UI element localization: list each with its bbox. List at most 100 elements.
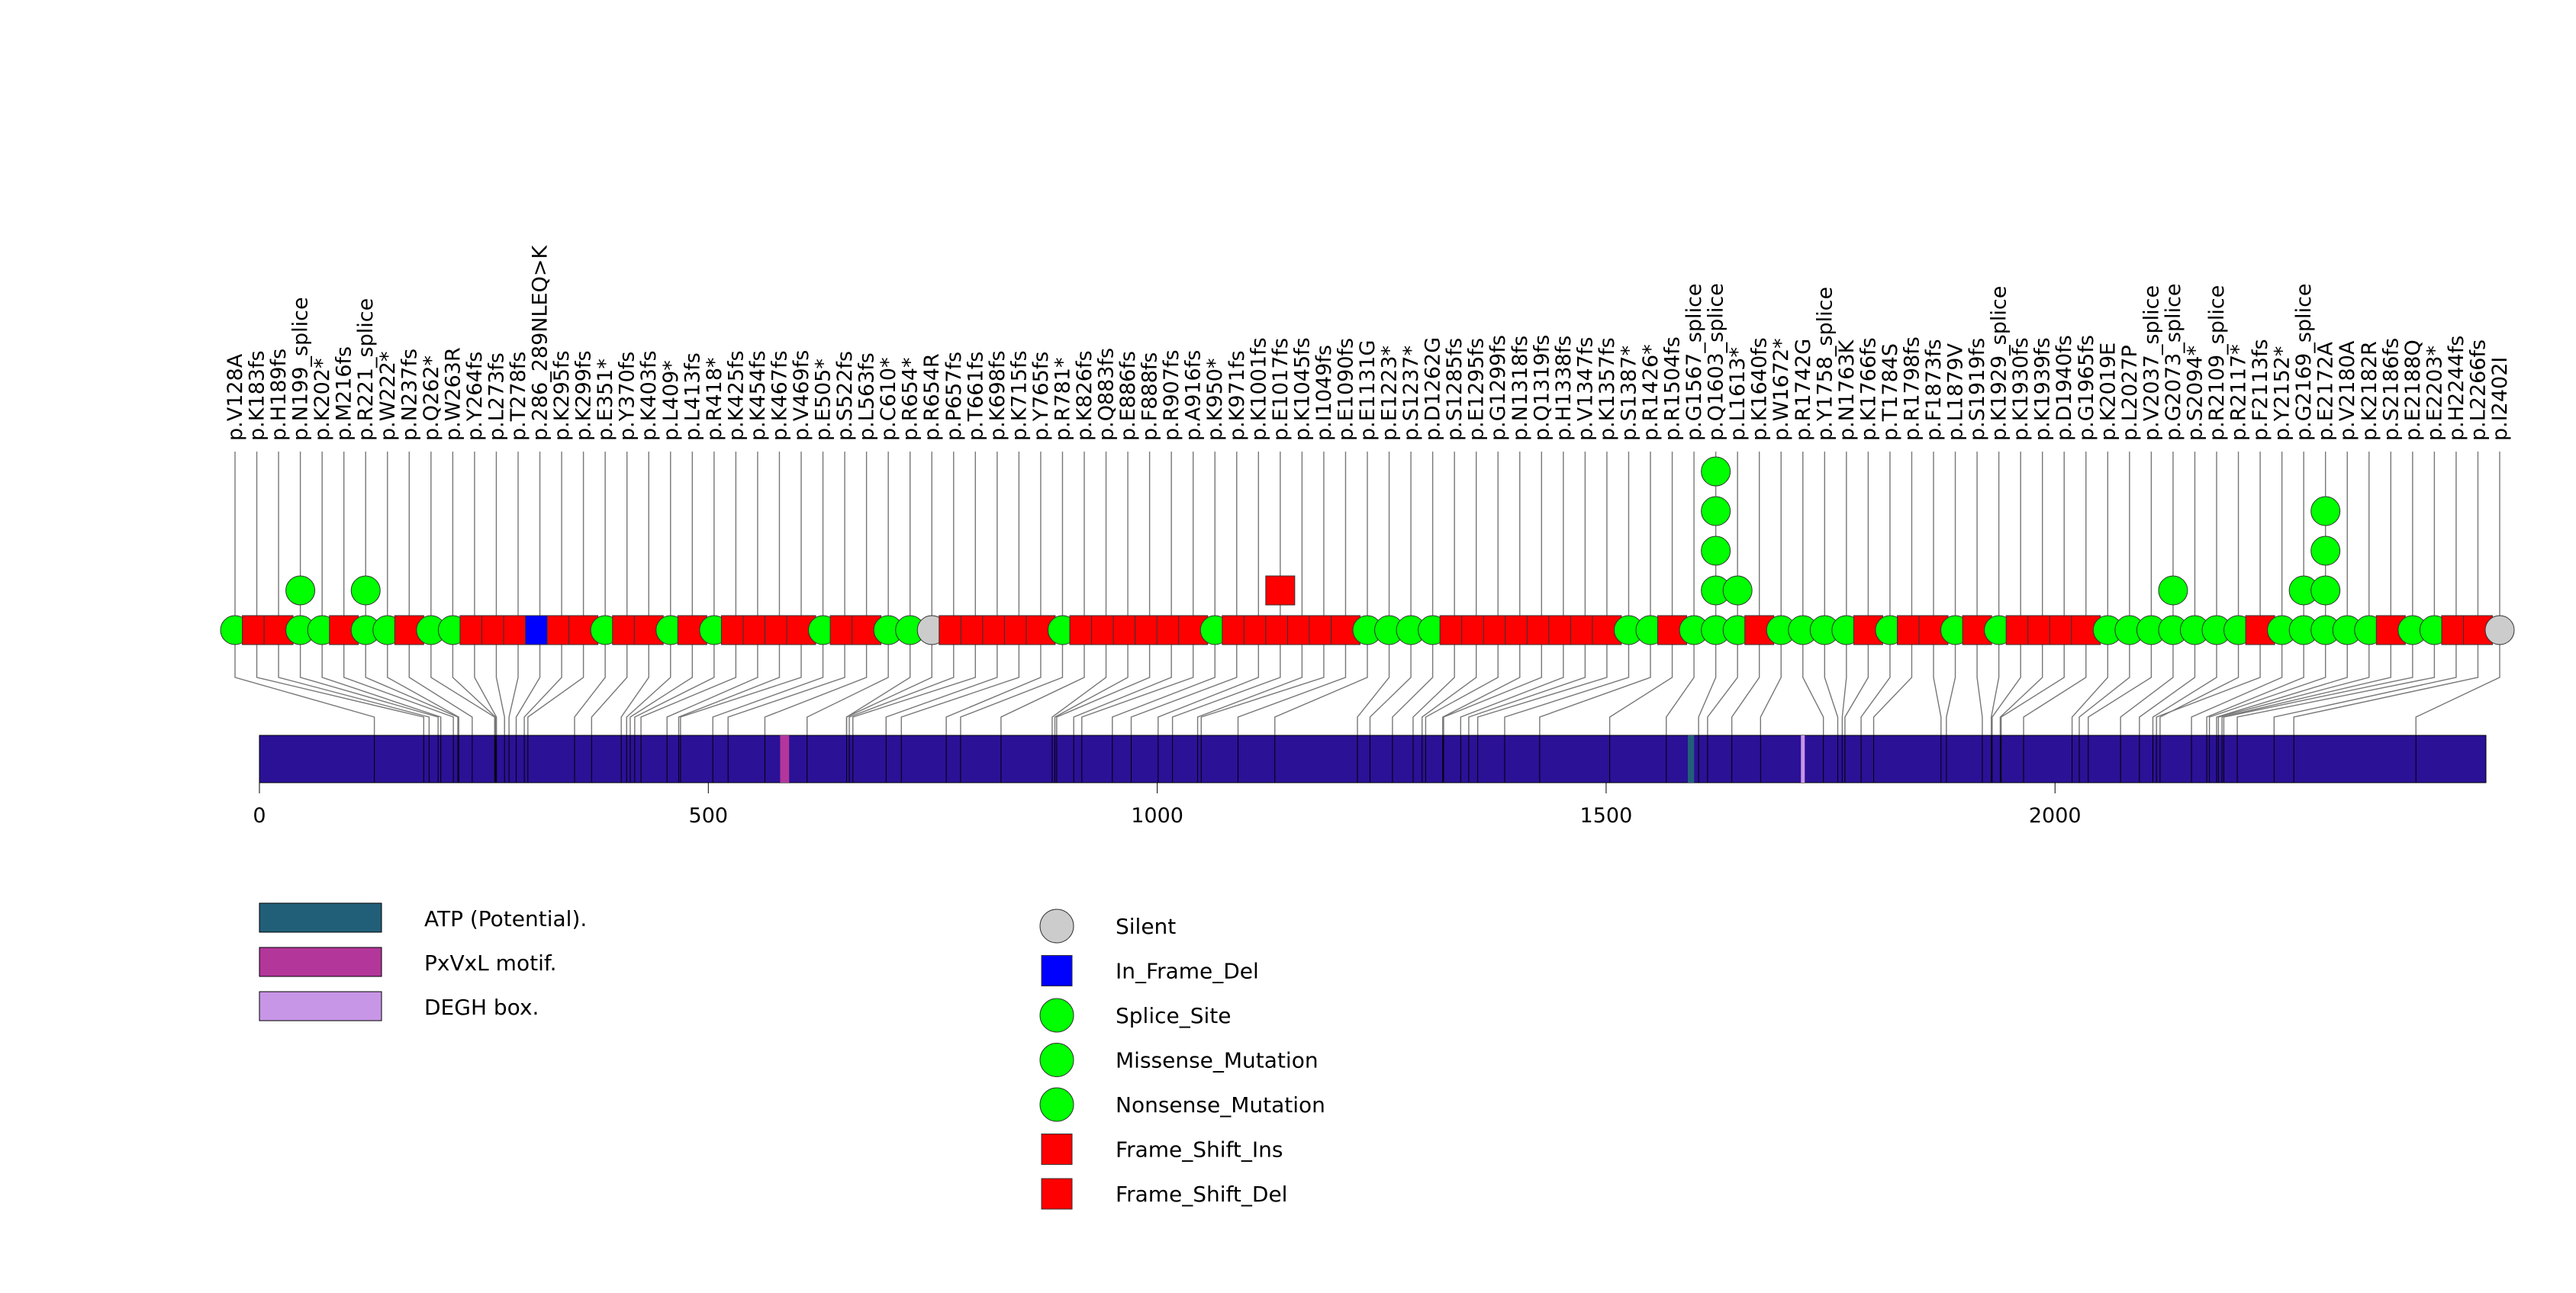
axis-tick-label: 1500 (1580, 804, 1633, 828)
mutation-label: p.K1640fs (1748, 337, 1772, 441)
mutation-label: p.K299fs (572, 350, 596, 441)
lollipop-stem (900, 452, 1020, 735)
lollipop-stem (852, 452, 977, 735)
domain-region (780, 735, 790, 783)
mutation-label: p.L409* (659, 360, 683, 441)
legend-circle-marker (1039, 1087, 1074, 1122)
axis-tick-label: 0 (253, 804, 266, 828)
lollipop-stem (1872, 452, 1913, 735)
lollipop-stem (634, 452, 715, 735)
legend-mutation-label: Frame_Shift_Del (1116, 1182, 1287, 1207)
lollipop-stem (2206, 452, 2304, 735)
mutation-label: p.286_289NLEQ>K (529, 245, 552, 441)
lollipop-stem (666, 452, 758, 735)
lollipop-stem (1999, 452, 2043, 735)
lollipop-stem (495, 452, 505, 735)
legend-domain-swatch (259, 902, 382, 933)
mutation-label: p.R654* (899, 357, 923, 441)
mutation-label: p.V128A (224, 353, 247, 441)
legend-circle-marker (1039, 998, 1074, 1033)
mutation-label: p.K1766fs (1856, 337, 1880, 441)
mutation-label: p.R1742G (1792, 339, 1815, 441)
mutation-circle-marker (2484, 615, 2515, 645)
legend-square-marker (1041, 1178, 1073, 1210)
legend-circle-marker (1039, 1043, 1074, 1077)
mutation-circle-marker (2310, 496, 2341, 526)
mutation-label: p.F888fs (1138, 352, 1162, 441)
lollipop-stem (1112, 452, 1216, 735)
legend-mutation-label: Silent (1116, 914, 1176, 939)
mutation-label: p.E1090fs (1334, 338, 1357, 441)
lollipop-stem (2139, 452, 2196, 735)
lollipop-stem (2088, 452, 2153, 735)
legend-mutation-label: Splice_Site (1116, 1003, 1231, 1028)
mutation-label: p.G2169_splice (2292, 283, 2316, 441)
lollipop-stem (1443, 452, 1543, 735)
lollipop-stem (1130, 452, 1238, 735)
lollipop-stems (234, 452, 2500, 735)
mutation-label: p.N237fs (398, 349, 421, 441)
lollipop-stem (1844, 452, 1869, 735)
lollipop-stem (574, 452, 606, 735)
mutation-circle-marker (2310, 575, 2341, 606)
mutation-labels: p.V128Ap.K183fsp.H189fsp.N199_splicep.K2… (224, 245, 2512, 441)
mutation-label: p.Q262* (420, 355, 443, 441)
legend-mutation-label: Missense_Mutation (1116, 1048, 1319, 1073)
mutation-label: p.M216fs (333, 346, 356, 441)
mutation-label: p.H2244fs (2445, 336, 2468, 441)
lollipop-stem (1196, 452, 1303, 735)
mutation-circle-marker (1722, 575, 1753, 606)
legend-domain-label: ATP (Potential). (424, 906, 587, 931)
lollipop-stem (1802, 452, 1824, 735)
mutation-label: p.E886fs (1116, 351, 1140, 441)
mutation-label: p.K698fs (986, 350, 1009, 441)
lollipop-stem (1539, 452, 1651, 735)
lollipop-stem (1442, 452, 1521, 735)
lollipop-stem (234, 452, 375, 735)
lollipop-stem (2415, 452, 2500, 735)
mutation-label: p.R221_splice (354, 298, 378, 441)
lollipop-stem (1274, 452, 1368, 735)
mutation-label: p.S1387* (1617, 346, 1641, 441)
mutation-label: p.N1763K (1835, 339, 1859, 441)
lollipop-stem (1992, 452, 2021, 735)
mutation-label: p.K1939fs (2031, 337, 2055, 441)
mutation-label: p.E2172A (2314, 342, 2338, 441)
lollipop-stem (1425, 452, 1499, 735)
lollipop-stem (1476, 452, 1608, 735)
lollipop-stem (680, 452, 802, 735)
lollipop-stem (2191, 452, 2283, 735)
mutation-label: p.T1784S (1879, 343, 1902, 441)
lollipop-stem (807, 452, 889, 735)
mutation-label: p.F1873fs (1922, 339, 1946, 441)
lollipop-stem (1073, 452, 1172, 735)
mutation-label: p.L1613* (1726, 347, 1750, 441)
mutation-circle-marker (1701, 536, 1731, 566)
legend-mutation-label: Frame_Shift_Ins (1116, 1137, 1283, 1163)
mutation-label: p.C610* (877, 357, 900, 441)
mutation-label: p.K950* (1203, 359, 1227, 441)
mutation-label: p.K2019E (2096, 343, 2120, 441)
mutation-label: p.K425fs (724, 350, 748, 441)
mutation-label: p.D1940fs (2053, 335, 2076, 441)
lollipop-stem (727, 452, 845, 735)
lollipop-stem (2217, 452, 2370, 735)
mutation-label: p.Y370fs (616, 352, 639, 441)
mutation-label: p.S522fs (833, 351, 857, 441)
mutation-label: p.E1223* (1378, 346, 1402, 441)
lollipop-stem (1357, 452, 1390, 735)
mutation-label: p.S2186fs (2379, 338, 2403, 441)
mutation-label: p.K202* (311, 359, 334, 441)
mutation-label: p.V469fs (790, 350, 813, 441)
legend-domain-swatch (259, 947, 382, 977)
lollipop-stem (515, 452, 541, 735)
legend-square-marker (1041, 955, 1073, 986)
lollipop-stem (508, 452, 519, 735)
lollipop-stem (1468, 452, 1586, 735)
position-axis: 0 500 1000 1500 2000 (253, 783, 2082, 828)
mutation-label: p.E1295fs (1465, 338, 1489, 441)
lollipop-stem (640, 452, 737, 735)
mutation-label: p.R2109_splice (2205, 285, 2229, 441)
mutation-label: p.E1131G (1356, 340, 1380, 441)
